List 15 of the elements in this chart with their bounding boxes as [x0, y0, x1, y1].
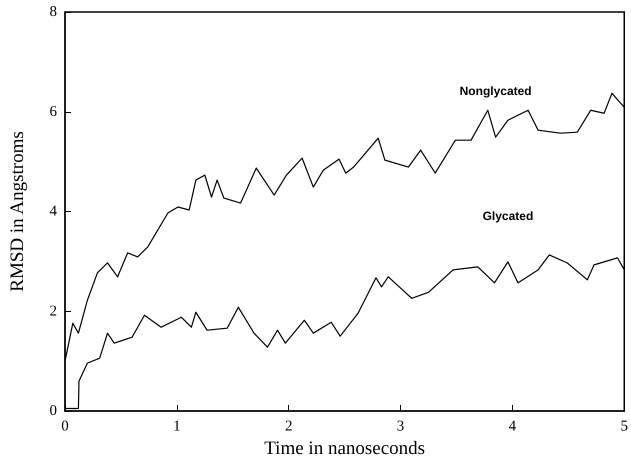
series-label: Nonglycated — [460, 84, 532, 98]
y-tick-label: 6 — [50, 104, 58, 120]
x-axis-title: Time in nanoseconds — [264, 438, 426, 459]
y-tick-label: 2 — [50, 303, 57, 320]
x-tick-label: 5 — [620, 418, 628, 434]
x-tick-label: 0 — [61, 418, 69, 434]
y-tick-label: 4 — [50, 204, 58, 220]
y-tick-label: 8 — [50, 4, 57, 20]
x-tick-label: 2 — [284, 418, 292, 434]
x-tick-label: 1 — [173, 418, 181, 434]
x-tick-label: 3 — [396, 418, 404, 434]
x-tick-label: 4 — [508, 418, 517, 434]
text: Glycated — [482, 208, 534, 223]
y-tick-label: 0 — [50, 403, 57, 419]
y-axis-title: RMSD in Angstroms — [7, 131, 28, 292]
